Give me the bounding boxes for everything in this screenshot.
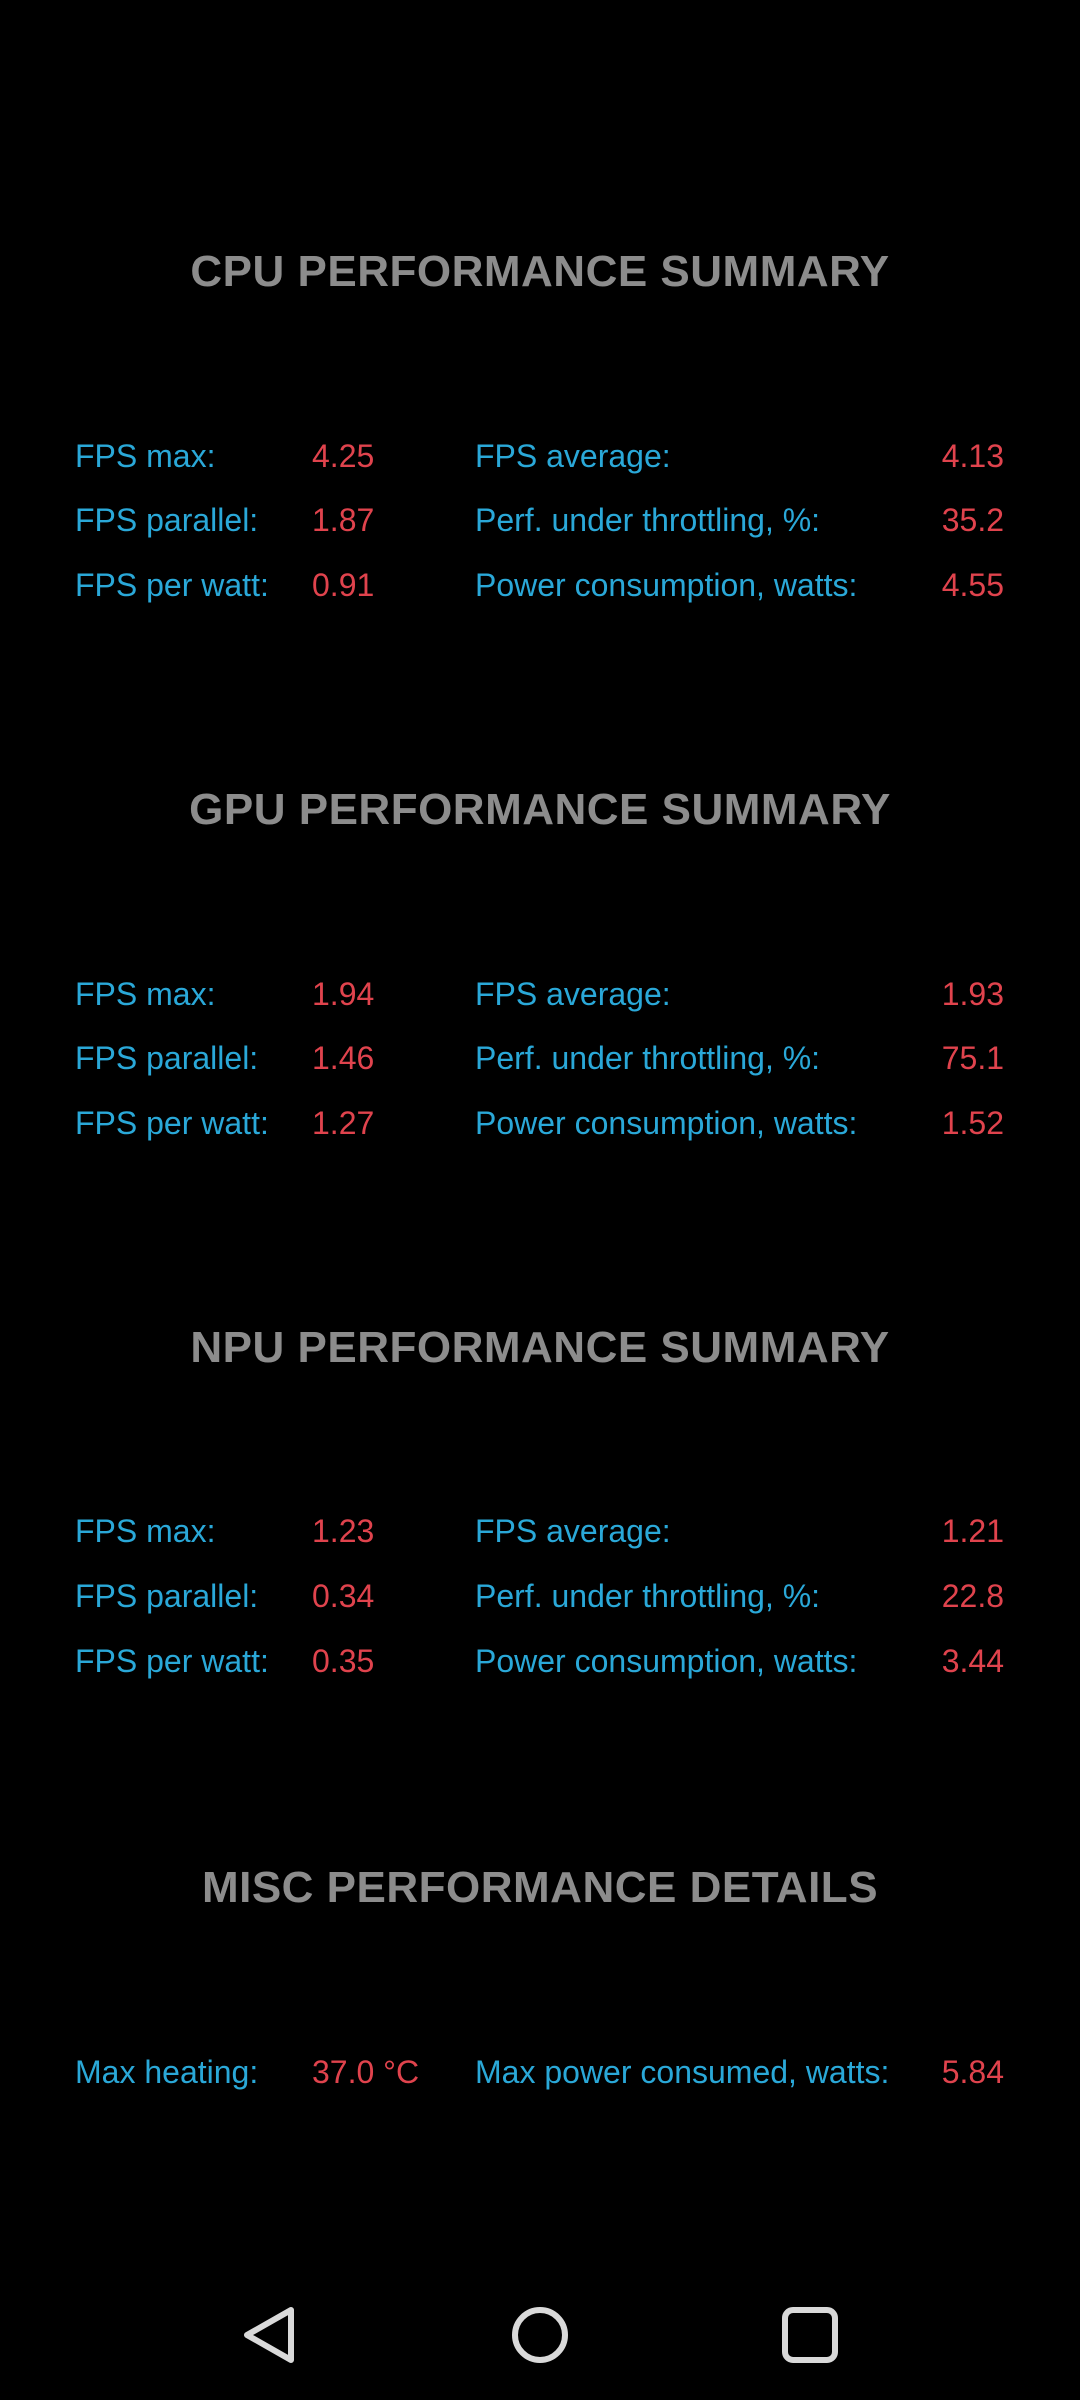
- stat-row: FPS parallel: 1.46 Perf. under throttlin…: [0, 1030, 1080, 1086]
- stat-label: FPS average:: [475, 976, 671, 1012]
- stat-label: FPS max:: [75, 976, 216, 1012]
- stat-value: 0.91: [312, 567, 375, 603]
- stat-label: Max power consumed, watts:: [475, 2054, 890, 2090]
- stat-row: FPS max: 1.23 FPS average: 1.21: [0, 1503, 1080, 1559]
- stat-label: FPS max:: [75, 1513, 216, 1549]
- home-button[interactable]: [495, 2290, 585, 2380]
- square-recents-icon: [782, 2307, 838, 2363]
- stat-row: FPS per watt: 1.27 Power consumption, wa…: [0, 1095, 1080, 1151]
- stat-value: 35.2: [941, 502, 1004, 538]
- stat-row: Max heating: 37.0 °C Max power consumed,…: [0, 2044, 1080, 2100]
- section-title-cpu: CPU PERFORMANCE SUMMARY: [190, 247, 890, 296]
- stat-value: 0.35: [312, 1643, 375, 1679]
- stat-label: Perf. under throttling, %:: [475, 1040, 821, 1076]
- stat-label: Power consumption, watts:: [475, 1105, 858, 1141]
- stat-label: FPS average:: [475, 1513, 671, 1549]
- stat-value: 1.94: [312, 976, 375, 1012]
- stat-label: FPS average:: [475, 438, 671, 474]
- stat-label: FPS per watt:: [75, 567, 269, 603]
- navigation-bar: [0, 2270, 1080, 2400]
- stat-value: 1.21: [941, 1513, 1004, 1549]
- stat-label: FPS per watt:: [75, 1643, 269, 1679]
- stat-label: FPS per watt:: [75, 1105, 269, 1141]
- stat-value: 3.44: [941, 1643, 1004, 1679]
- back-button[interactable]: [224, 2290, 314, 2380]
- stat-label: Power consumption, watts:: [475, 567, 858, 603]
- stat-value: 0.34: [312, 1578, 375, 1614]
- stat-value: 4.13: [941, 438, 1004, 474]
- stat-value: 1.87: [312, 502, 375, 538]
- stat-value: 4.25: [312, 438, 375, 474]
- stat-value: 1.46: [312, 1040, 375, 1076]
- stat-value: 4.55: [941, 567, 1004, 603]
- stat-label: FPS parallel:: [75, 502, 259, 538]
- stat-row: FPS per watt: 0.35 Power consumption, wa…: [0, 1633, 1080, 1689]
- stat-value: 1.23: [312, 1513, 375, 1549]
- stat-label: FPS parallel:: [75, 1040, 259, 1076]
- stat-value: 1.52: [941, 1105, 1004, 1141]
- section-title-npu: NPU PERFORMANCE SUMMARY: [190, 1323, 890, 1372]
- stat-value: 1.27: [312, 1105, 375, 1141]
- section-title-misc: MISC PERFORMANCE DETAILS: [201, 1863, 879, 1912]
- stat-label: Power consumption, watts:: [475, 1643, 858, 1679]
- stat-label: Perf. under throttling, %:: [475, 502, 821, 538]
- stat-row: FPS max: 1.94 FPS average: 1.93: [0, 966, 1080, 1022]
- triangle-back-icon: [244, 2307, 294, 2363]
- stat-row: FPS per watt: 0.91 Power consumption, wa…: [0, 557, 1080, 613]
- stat-label: Max heating:: [75, 2054, 259, 2090]
- stat-value: 37.0 °C: [312, 2054, 420, 2090]
- stat-value: 22.8: [941, 1578, 1004, 1614]
- stat-label: FPS parallel:: [75, 1578, 259, 1614]
- stat-row: FPS parallel: 0.34 Perf. under throttlin…: [0, 1568, 1080, 1624]
- stat-value: 5.84: [941, 2054, 1004, 2090]
- stat-label: FPS max:: [75, 438, 216, 474]
- stat-value: 75.1: [941, 1040, 1004, 1076]
- recents-button[interactable]: [765, 2290, 855, 2380]
- circle-home-icon: [512, 2307, 568, 2363]
- stat-row: FPS max: 4.25 FPS average: 4.13: [0, 428, 1080, 484]
- stat-label: Perf. under throttling, %:: [475, 1578, 821, 1614]
- section-title-gpu: GPU PERFORMANCE SUMMARY: [189, 785, 891, 834]
- stat-value: 1.93: [941, 976, 1004, 1012]
- stat-row: FPS parallel: 1.87 Perf. under throttlin…: [0, 492, 1080, 548]
